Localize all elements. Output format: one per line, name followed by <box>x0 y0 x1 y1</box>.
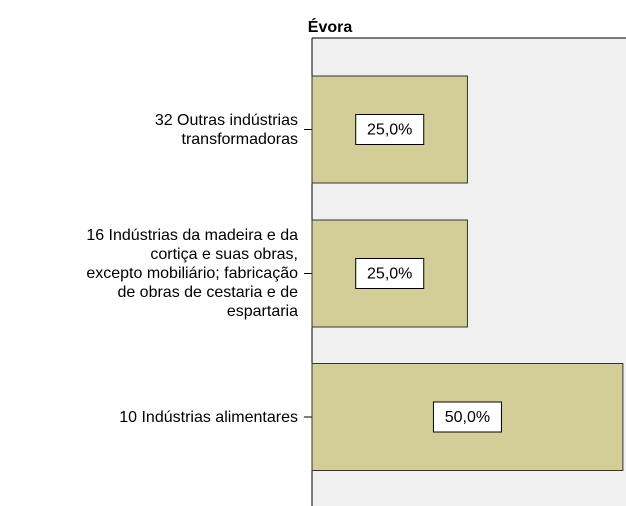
value-label: 50,0% <box>445 409 490 426</box>
value-label: 25,0% <box>367 122 412 139</box>
y-tick-label: 16 Indústrias da madeira e da cortiça e … <box>86 227 298 320</box>
value-label-box <box>355 114 425 145</box>
y-tick-label: 10 Indústrias alimentares <box>119 408 298 426</box>
chart-title: Évora <box>308 17 353 36</box>
value-label-box <box>355 258 425 289</box>
value-label: 25,0% <box>367 266 412 283</box>
value-label-box <box>432 401 502 433</box>
y-tick-label: 32 Outras indústrias transformadoras <box>154 111 298 148</box>
